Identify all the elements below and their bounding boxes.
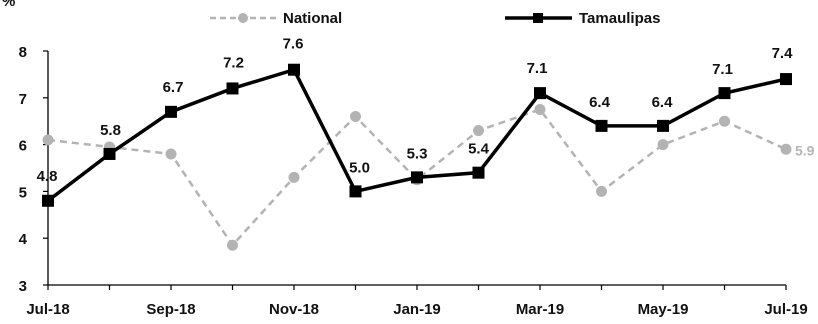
tamaulipas-point [780, 73, 792, 86]
y-tick-label: 6 [19, 138, 27, 155]
y-unit-label: % [2, 0, 15, 10]
tamaulipas-data-label: 7.6 [283, 36, 304, 53]
national-point [657, 139, 669, 151]
tamaulipas-point [349, 185, 362, 198]
y-tick-label: 7 [19, 91, 27, 108]
y-tick-label: 3 [19, 278, 27, 295]
tamaulipas-data-label: 5.8 [100, 122, 121, 139]
legend: National Tamaulipas [210, 10, 660, 27]
national-point [534, 104, 546, 115]
tamaulipas-data-label: 6.4 [589, 94, 611, 111]
national-point [288, 171, 300, 183]
x-tick-label: Sep-18 [146, 301, 195, 318]
tamaulipas-point [657, 119, 669, 132]
tamaulipas-point [226, 82, 239, 95]
x-tick-label: Jul-19 [764, 301, 807, 318]
tamaulipas-point [42, 194, 54, 207]
tamaulipas-data-label: 7.4 [772, 45, 794, 62]
national-point [350, 111, 361, 123]
x-tick-label: Jul-18 [26, 301, 69, 318]
national-point [780, 143, 792, 155]
tamaulipas-point [411, 171, 423, 184]
tamaulipas-point [472, 166, 485, 179]
national-point [719, 115, 730, 127]
tamaulipas-data-label: 5.4 [468, 141, 490, 158]
x-tick-label: Mar-19 [516, 301, 564, 318]
legend-national-marker [238, 13, 248, 23]
national-point [42, 134, 54, 146]
tamaulipas-point [165, 105, 177, 118]
tamaulipas-data-label: 7.1 [712, 61, 733, 78]
tamaulipas-point [718, 87, 731, 100]
legend-tamaulipas-label: Tamaulipas [579, 10, 660, 27]
x-tick-label: Jan-19 [393, 301, 441, 318]
tamaulipas-point [534, 87, 546, 100]
tamaulipas-data-label: 6.4 [652, 94, 674, 111]
axes: 3 4 5 6 7 8 Jul-18 Sep-18 Nov-18 Jan-19 Mar-19 May-… [19, 44, 808, 318]
tamaulipas-point [288, 63, 300, 76]
x-tick-label: Nov-18 [269, 301, 319, 318]
national-point [596, 185, 607, 197]
national-data-label: 5.9 [795, 142, 815, 158]
national-point [473, 125, 484, 137]
y-tick-label: 5 [19, 184, 27, 201]
tamaulipas-data-label: 5.3 [407, 145, 428, 162]
tamaulipas-data-label: 4.8 [37, 168, 58, 185]
national-point [165, 148, 177, 160]
tamaulipas-data-label: 7.2 [223, 54, 244, 71]
series-layer [42, 63, 792, 251]
tamaulipas-point [103, 147, 116, 160]
national-point [227, 239, 238, 251]
y-tick-label: 8 [19, 44, 27, 61]
x-tick-label: May-19 [638, 301, 689, 318]
legend-national-label: National [283, 10, 342, 27]
tamaulipas-data-label: 7.1 [527, 60, 548, 77]
data-labels: 4.8 5.8 6.7 7.2 7.6 5.0 5.3 5.4 7.1 6.4 6.4 7.1 7.4 5… [37, 36, 815, 185]
y-tick-label: 4 [19, 231, 28, 248]
tamaulipas-data-label: 6.7 [163, 79, 184, 96]
tamaulipas-data-label: 5.0 [349, 159, 370, 176]
tamaulipas-point [595, 119, 608, 132]
legend-tamaulipas-marker [533, 13, 543, 23]
